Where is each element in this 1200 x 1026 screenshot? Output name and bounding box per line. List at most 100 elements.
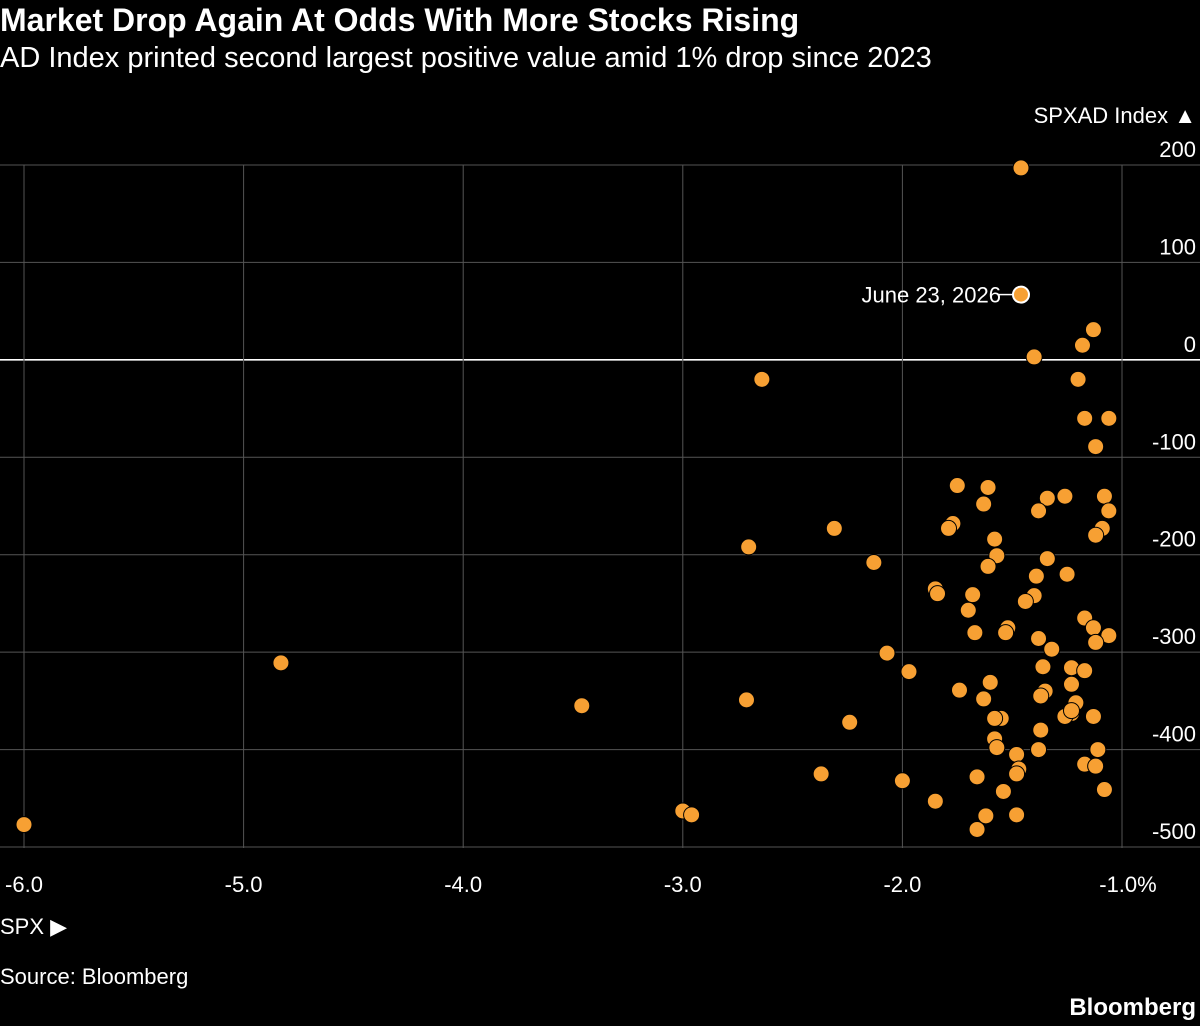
data-point [1034,658,1052,676]
data-point [1084,321,1102,339]
x-tick-label: -5.0 [225,872,263,897]
grid-layer [0,164,1200,848]
data-point [753,370,771,388]
data-point [740,538,758,556]
x-axis-ticks: -6.0 -5.0 -4.0 -3.0 -2.0 -1.0% [5,872,1157,897]
annotation-label: June 23, 2026 [862,283,1001,308]
data-point [981,673,999,691]
data-point [1030,741,1048,759]
data-points [15,159,1118,838]
x-tick-label: -2.0 [883,872,921,897]
data-point [900,663,918,681]
data-point [975,495,993,513]
data-point [737,691,755,709]
data-point [1087,633,1105,651]
data-point [1095,781,1113,799]
y-tick-label: 100 [1159,234,1196,259]
data-point [1058,565,1076,583]
data-point [1100,409,1118,427]
data-point [986,709,1004,727]
y-tick-label: -300 [1152,624,1196,649]
data-point [968,820,986,838]
y-tick-label: -100 [1152,429,1196,454]
bloomberg-logo: Bloomberg [1069,994,1196,1021]
data-point [1032,721,1050,739]
data-point [1062,702,1080,720]
data-point [1087,757,1105,775]
data-point [975,690,993,708]
data-point [893,772,911,790]
data-point [15,816,33,834]
data-point [988,739,1006,757]
highlighted-point [1011,285,1030,304]
data-point [272,654,290,672]
data-point [1030,630,1048,648]
data-point [940,519,958,537]
x-tick-label: -3.0 [664,872,702,897]
data-point [1008,745,1026,763]
data-point [1076,662,1094,680]
data-point [1069,370,1087,388]
y-tick-label: -400 [1152,722,1196,747]
data-point [573,697,591,715]
y-axis-label: SPXAD Index ▲ [1034,103,1196,128]
x-axis-label: SPX ▶ [0,914,68,939]
data-point [1030,502,1048,520]
y-tick-label: 200 [1159,137,1196,162]
data-point [1087,438,1105,456]
data-point [812,765,830,783]
source-note: Source: Bloomberg [0,964,189,989]
data-point [865,554,883,572]
data-point [997,624,1015,642]
data-point [1084,619,1102,637]
data-point [1089,741,1107,759]
data-point [841,713,859,731]
data-point [964,586,982,604]
y-axis-ticks: 200 100 0 -100 -200 -300 -400 -500 [1152,137,1196,844]
x-tick-label: -4.0 [444,872,482,897]
data-point [979,478,997,496]
data-point [1032,687,1050,705]
data-point [966,624,984,642]
data-point [1008,765,1026,783]
data-point [1056,487,1074,505]
data-point [825,519,843,537]
data-point [1100,502,1118,520]
y-tick-label: 0 [1184,332,1196,357]
data-point [1012,159,1030,177]
data-point [959,601,977,619]
data-point [979,557,997,575]
data-point [994,782,1012,800]
data-point [977,807,995,825]
data-point [1084,707,1102,725]
data-point [1062,675,1080,693]
x-tick-label: -6.0 [5,872,43,897]
x-tick-label: -1.0% [1099,872,1156,897]
data-point [968,768,986,786]
chart-title: Market Drop Again At Odds With More Stoc… [0,2,800,38]
data-point [683,806,701,824]
chart-subtitle: AD Index printed second largest positive… [0,42,932,74]
annotation: June 23, 2026 [862,283,1030,308]
data-point [948,477,966,495]
data-point [1027,567,1045,585]
data-point [926,792,944,810]
data-point [1073,336,1091,354]
y-tick-label: -500 [1152,819,1196,844]
data-point [950,681,968,699]
data-point [929,585,947,603]
data-point [1095,487,1113,505]
data-point [1008,806,1026,824]
data-point [1100,627,1118,645]
data-point [1016,592,1034,610]
data-point [1025,348,1043,366]
data-point [986,530,1004,548]
data-point [878,644,896,662]
data-point [1087,526,1105,544]
data-point [1076,409,1094,427]
data-point [1038,550,1056,568]
data-point [1038,489,1056,507]
y-tick-label: -200 [1152,527,1196,552]
data-point [1043,640,1061,658]
